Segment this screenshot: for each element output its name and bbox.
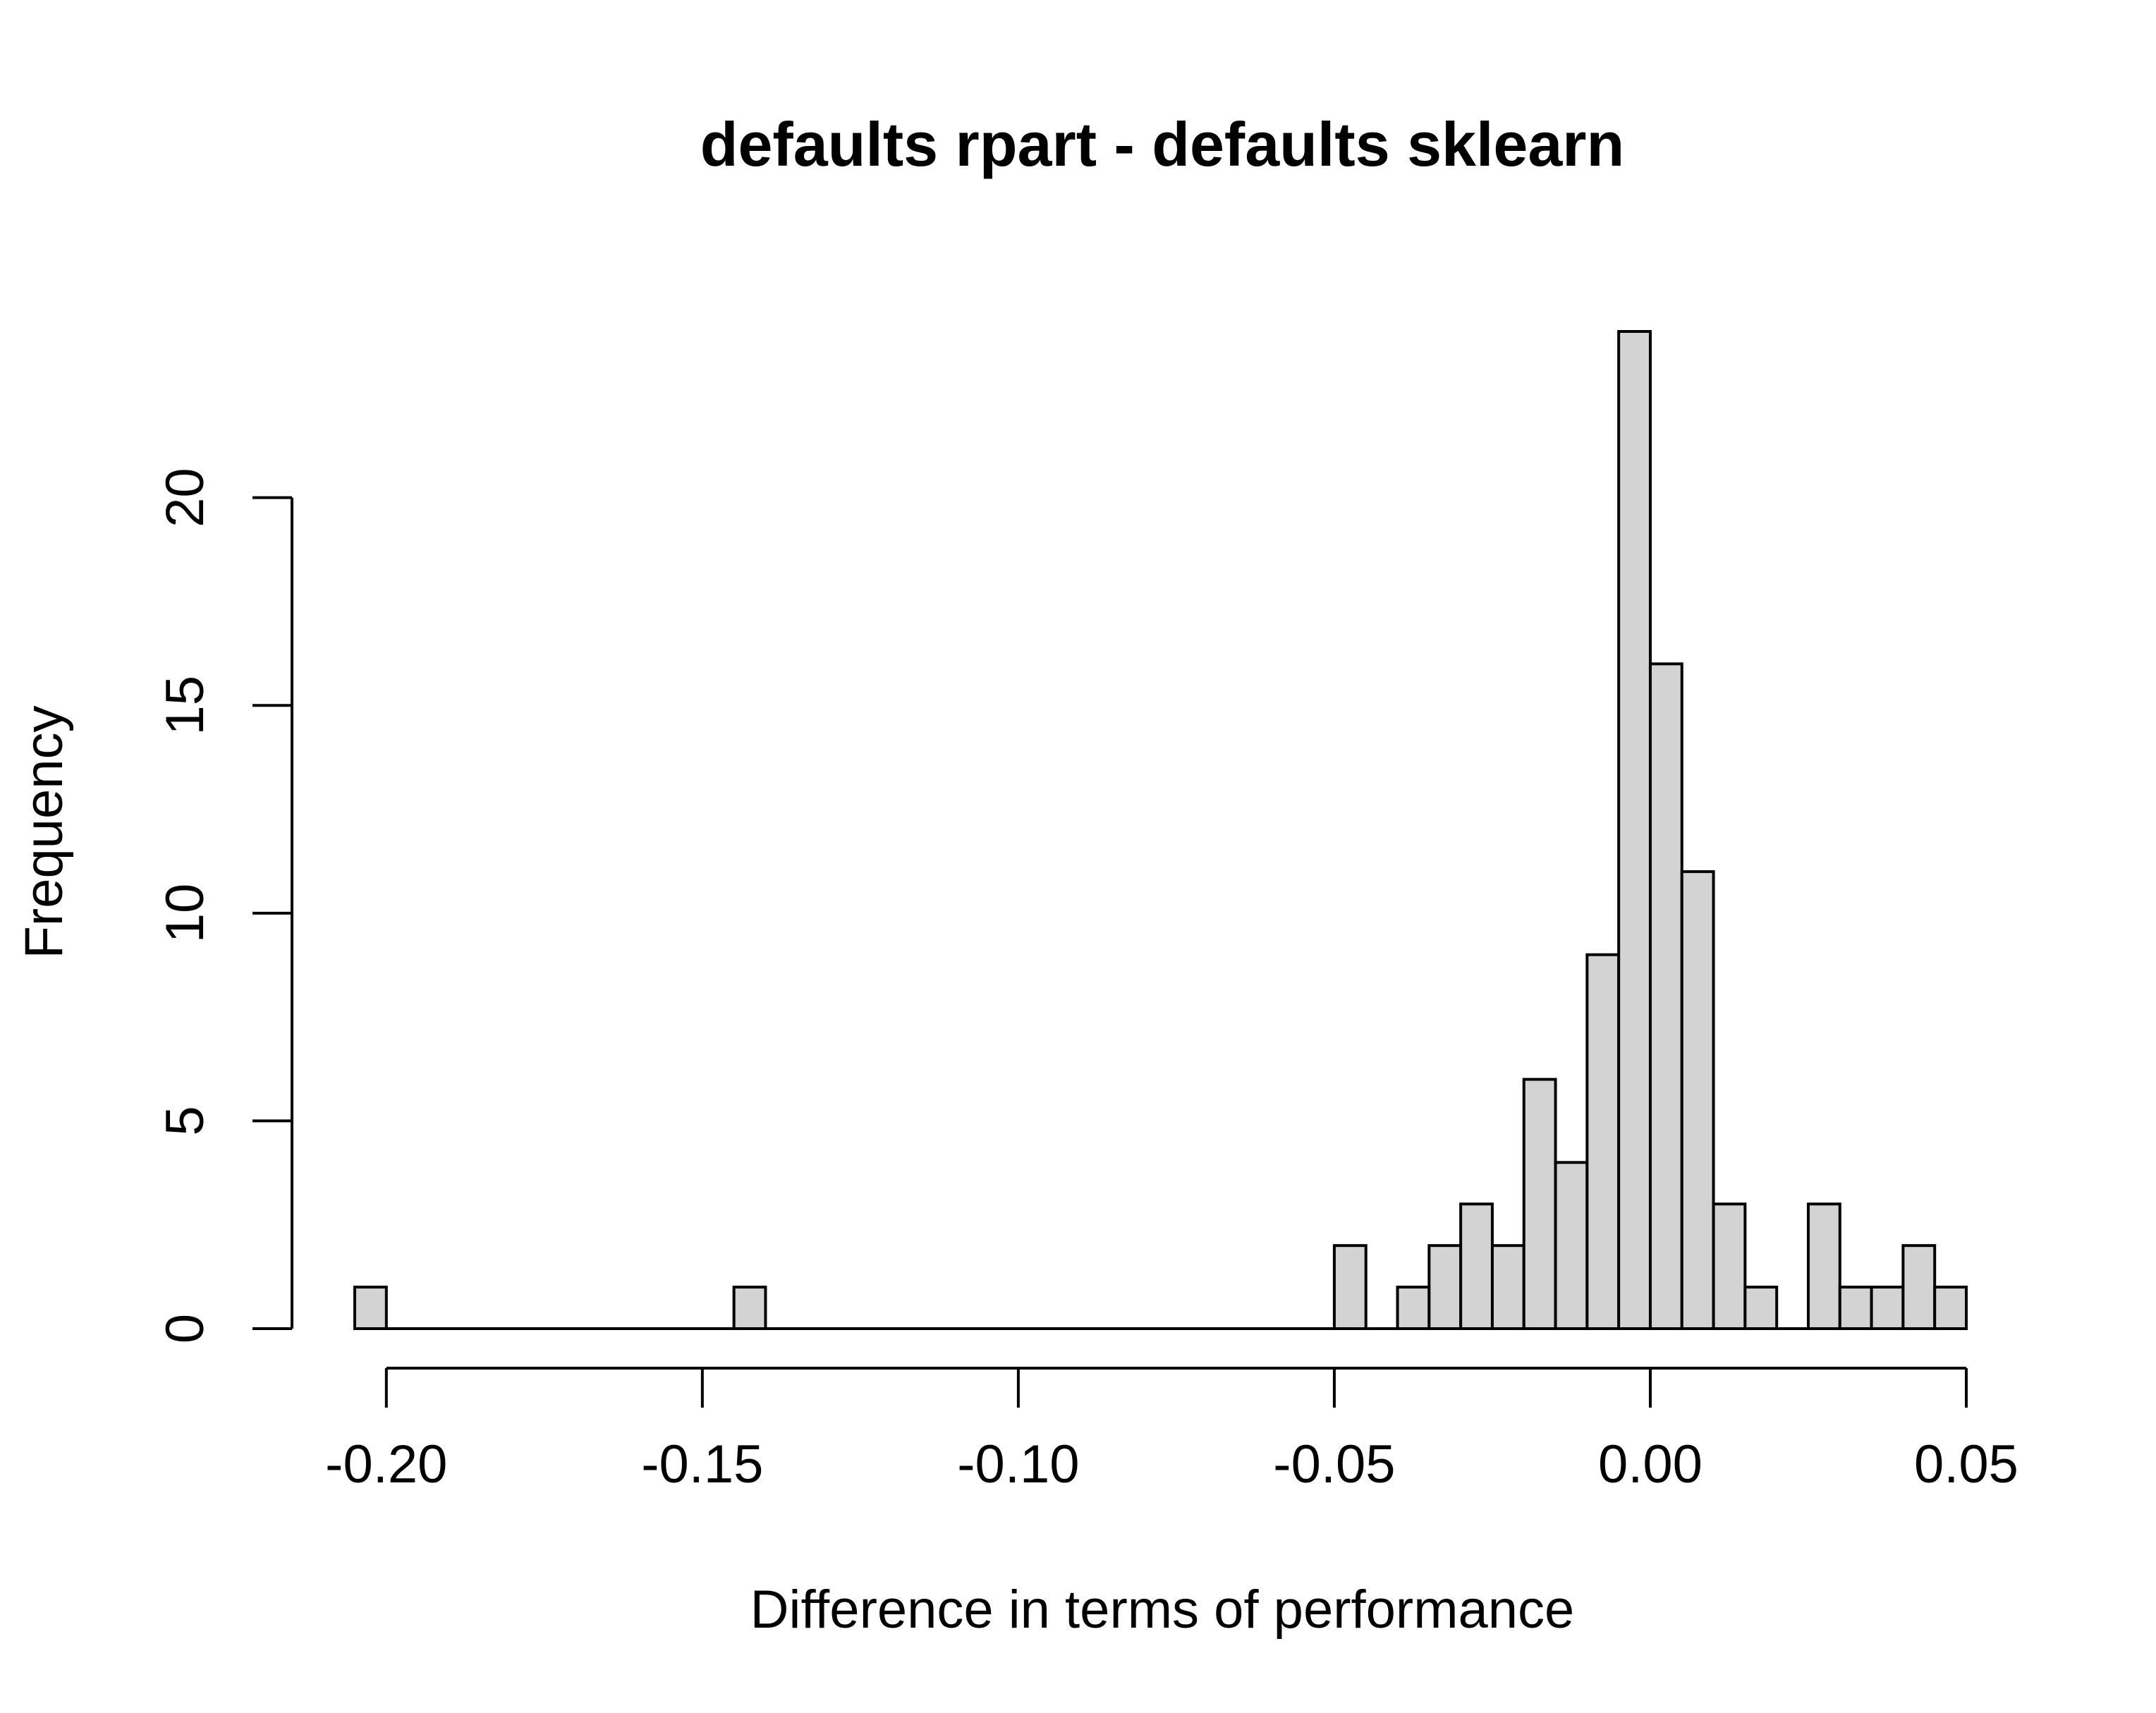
histogram-bar-4 [1427, 1244, 1463, 1330]
x-axis-label: Difference in terms of performance [750, 1580, 1575, 1640]
x-tick-label-0: -0.20 [325, 1434, 447, 1494]
histogram-bar-11 [1648, 662, 1683, 1330]
x-tick-label-2: -0.10 [957, 1434, 1079, 1494]
bars-group [353, 330, 1968, 1331]
y-axis: 0 5 10 15 20 [155, 468, 293, 1343]
histogram-bar-3 [1396, 1286, 1431, 1331]
chart-title: defaults rpart - defaults sklearn [700, 109, 1625, 179]
histogram-bar-8 [1554, 1161, 1589, 1331]
histogram-bar-19 [1933, 1286, 1968, 1331]
y-tick-label-1: 5 [155, 1106, 215, 1135]
y-tick-label-0: 0 [155, 1314, 215, 1343]
histogram-bar-6 [1490, 1244, 1525, 1330]
y-tick-label-2: 10 [155, 884, 215, 944]
histogram-bar-5 [1459, 1202, 1494, 1330]
x-tick-label-3: -0.05 [1273, 1434, 1395, 1494]
histogram-bar-1 [732, 1286, 767, 1331]
y-tick-label-3: 15 [155, 676, 215, 736]
histogram-bar-9 [1585, 953, 1621, 1330]
y-tick-label-4: 20 [155, 468, 215, 528]
x-tick-label-4: 0.00 [1598, 1434, 1703, 1494]
histogram-bar-17 [1870, 1286, 1905, 1331]
x-tick-label-5: 0.05 [1914, 1434, 2018, 1494]
y-axis-label: Frequency [14, 705, 74, 958]
histogram-bar-2 [1332, 1244, 1368, 1330]
histogram-bar-7 [1522, 1078, 1557, 1330]
histogram-bar-18 [1901, 1244, 1937, 1330]
histogram-bar-16 [1838, 1286, 1873, 1331]
x-axis: -0.20 -0.15 -0.10 -0.05 0.00 0.05 [325, 1367, 2018, 1494]
histogram-bar-0 [353, 1286, 388, 1331]
x-tick-label-1: -0.15 [641, 1434, 763, 1494]
histogram-bar-14 [1743, 1286, 1779, 1331]
histogram-bar-13 [1712, 1202, 1747, 1330]
histogram-bar-10 [1617, 330, 1652, 1330]
histogram-bar-12 [1680, 870, 1715, 1330]
histogram-bar-15 [1806, 1202, 1841, 1330]
